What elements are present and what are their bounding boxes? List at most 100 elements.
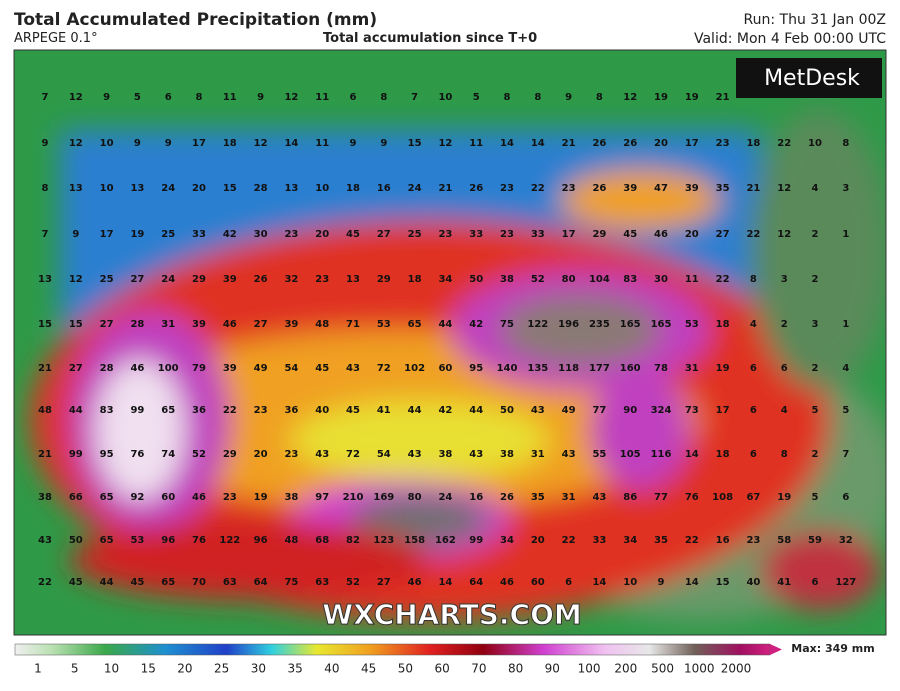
- grid-value: 13: [69, 183, 83, 194]
- grid-value: 177: [589, 363, 610, 374]
- grid-value: 9: [350, 138, 357, 149]
- colorbar-label: 45: [361, 662, 376, 676]
- grid-value: 122: [527, 319, 548, 330]
- grid-value: 22: [685, 535, 699, 546]
- grid-value: 8: [42, 183, 49, 194]
- grid-value: 19: [777, 492, 791, 503]
- grid-value: 25: [100, 274, 114, 285]
- grid-value: 6: [350, 92, 357, 103]
- grid-value: 5: [473, 92, 480, 103]
- map-frame: [13, 49, 887, 636]
- grid-value: 8: [781, 449, 788, 460]
- grid-value: 135: [527, 363, 548, 374]
- grid-value: 7: [411, 92, 418, 103]
- grid-value: 45: [69, 577, 83, 588]
- grid-value: 22: [716, 274, 730, 285]
- colorbar-label: 50: [398, 662, 413, 676]
- grid-value: 140: [497, 363, 518, 374]
- grid-value: 10: [100, 138, 114, 149]
- grid-value: 2: [812, 229, 819, 240]
- grid-value: 5: [842, 405, 849, 416]
- grid-value: 14: [592, 577, 606, 588]
- grid-value: 20: [254, 449, 268, 460]
- grid-value: 20: [192, 183, 206, 194]
- grid-value: 28: [130, 319, 144, 330]
- grid-value: 41: [777, 577, 791, 588]
- grid-value: 38: [500, 274, 514, 285]
- grid-value: 78: [654, 363, 668, 374]
- grid-value: 22: [531, 183, 545, 194]
- grid-value: 42: [223, 229, 237, 240]
- grid-value: 32: [839, 535, 853, 546]
- grid-value: 20: [531, 535, 545, 546]
- grid-value: 40: [746, 577, 760, 588]
- grid-value: 50: [69, 535, 83, 546]
- grid-value: 31: [531, 449, 545, 460]
- grid-value: 8: [596, 92, 603, 103]
- grid-value: 52: [192, 449, 206, 460]
- grid-value: 44: [408, 405, 422, 416]
- grid-value: 16: [377, 183, 391, 194]
- grid-value: 16: [469, 492, 483, 503]
- grid-value: 50: [469, 274, 483, 285]
- grid-value: 15: [38, 319, 52, 330]
- colorbar-label: 200: [614, 662, 637, 676]
- grid-value: 10: [623, 577, 637, 588]
- grid-value: 58: [777, 535, 791, 546]
- colorbar-arrow: [770, 644, 782, 655]
- colorbar-label: 100: [578, 662, 601, 676]
- grid-value: 99: [469, 535, 483, 546]
- grid-value: 46: [130, 363, 144, 374]
- grid-value: 9: [42, 138, 49, 149]
- grid-value: 48: [284, 535, 298, 546]
- grid-value: 9: [72, 229, 79, 240]
- grid-value: 8: [534, 92, 541, 103]
- colorbar-label: 15: [141, 662, 156, 676]
- grid-value: 12: [69, 92, 83, 103]
- grid-value: 15: [716, 577, 730, 588]
- grid-value: 102: [404, 363, 425, 374]
- grid-value: 38: [438, 449, 452, 460]
- grid-value: 42: [469, 319, 483, 330]
- grid-value: 86: [623, 492, 637, 503]
- grid-value: 22: [223, 405, 237, 416]
- grid-value: 160: [620, 363, 641, 374]
- grid-value: 27: [254, 319, 268, 330]
- grid-value: 116: [651, 449, 672, 460]
- grid-value: 25: [408, 229, 422, 240]
- grid-value: 23: [746, 535, 760, 546]
- grid-value: 36: [284, 405, 298, 416]
- grid-value: 33: [192, 229, 206, 240]
- grid-value: 26: [500, 492, 514, 503]
- grid-value: 105: [620, 449, 641, 460]
- grid-value: 27: [716, 229, 730, 240]
- grid-value: 47: [654, 183, 668, 194]
- colorbar-label: 40: [324, 662, 339, 676]
- grid-value: 75: [500, 319, 514, 330]
- grid-value: 5: [812, 405, 819, 416]
- grid-value: 104: [589, 274, 610, 285]
- grid-value: 95: [100, 449, 114, 460]
- grid-value: 22: [38, 577, 52, 588]
- grid-value: 19: [654, 92, 668, 103]
- grid-value: 9: [380, 138, 387, 149]
- grid-value: 76: [192, 535, 206, 546]
- grid-value: 12: [69, 138, 83, 149]
- logo: MetDesk: [764, 66, 860, 91]
- grid-value: 90: [623, 405, 637, 416]
- grid-value: 83: [623, 274, 637, 285]
- grid-value: 26: [623, 138, 637, 149]
- grid-value: 52: [346, 577, 360, 588]
- grid-value: 29: [192, 274, 206, 285]
- colorbar-label: 5: [71, 662, 79, 676]
- grid-value: 36: [192, 405, 206, 416]
- grid-value: 46: [408, 577, 422, 588]
- valid: Valid: Mon 4 Feb 00:00 UTC: [693, 31, 886, 47]
- grid-value: 60: [438, 363, 452, 374]
- grid-value: 21: [438, 183, 452, 194]
- grid-value: 6: [812, 577, 819, 588]
- grid-value: 23: [284, 229, 298, 240]
- grid-value: 19: [130, 229, 144, 240]
- grid-value: 6: [750, 449, 757, 460]
- grid-value: 22: [777, 138, 791, 149]
